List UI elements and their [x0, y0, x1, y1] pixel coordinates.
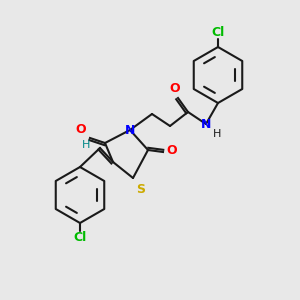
- Text: Cl: Cl: [74, 231, 87, 244]
- Text: O: O: [166, 143, 177, 157]
- Text: H: H: [213, 129, 221, 139]
- Text: N: N: [125, 124, 135, 136]
- Text: S: S: [136, 183, 145, 196]
- Text: O: O: [170, 82, 180, 95]
- Text: Cl: Cl: [212, 26, 225, 39]
- Text: O: O: [75, 123, 86, 136]
- Text: N: N: [201, 118, 211, 130]
- Text: H: H: [82, 140, 90, 150]
